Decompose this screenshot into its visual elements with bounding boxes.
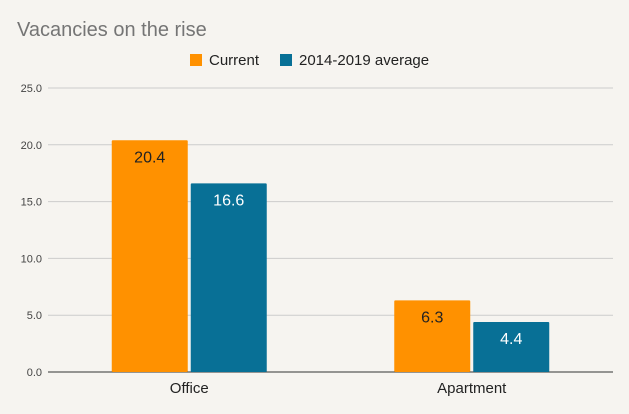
bar — [473, 322, 550, 372]
y-tick-label: 20.0 — [21, 140, 42, 152]
legend-swatch — [280, 54, 292, 66]
category-label: Apartment — [437, 380, 507, 397]
data-label: 16.6 — [213, 192, 244, 209]
bar — [394, 300, 471, 372]
chart-title: Vacancies on the rise — [17, 19, 207, 41]
y-tick-label: 10.0 — [21, 253, 42, 265]
legend-swatch — [190, 54, 202, 66]
data-label: 4.4 — [500, 331, 522, 348]
bars: 20.4 16.6 6.3 4.4 — [111, 140, 550, 372]
y-tick-label: 0.0 — [27, 367, 42, 379]
data-label: 20.4 — [134, 149, 165, 166]
bar — [111, 140, 188, 372]
legend-label: Current — [209, 52, 260, 69]
bar — [190, 183, 267, 372]
x-axis-labels: Office Apartment — [170, 380, 507, 397]
y-tick-label: 5.0 — [27, 310, 42, 322]
data-label: 6.3 — [421, 309, 443, 326]
y-tick-label: 15.0 — [21, 197, 42, 209]
category-label: Office — [170, 380, 209, 397]
legend: Current 2014-2019 average — [190, 52, 429, 69]
legend-label: 2014-2019 average — [299, 52, 429, 69]
y-tick-label: 25.0 — [21, 83, 42, 95]
